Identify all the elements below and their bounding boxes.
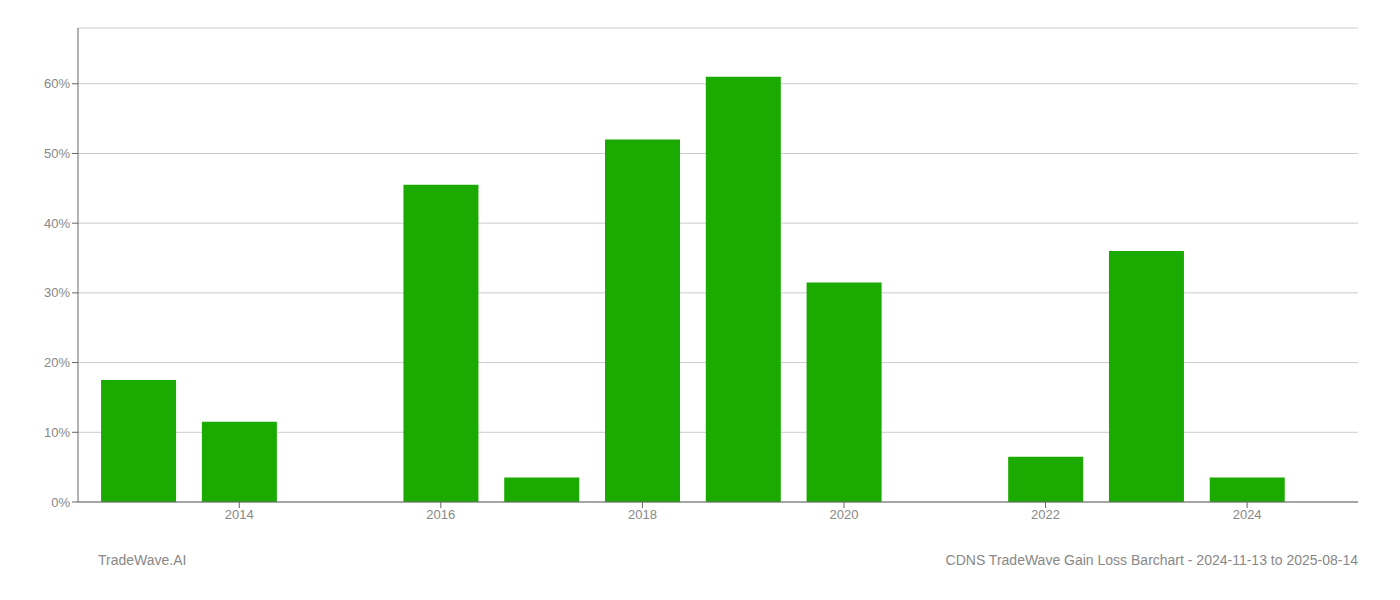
svg-text:30%: 30% — [44, 285, 70, 300]
html-text:TradeWave.AI: TradeWave.AI — [98, 552, 187, 568]
html-text:CDNS TradeWave Gain Loss Barch: CDNS TradeWave Gain Loss Barchart - 2024… — [945, 552, 1358, 568]
svg-text:0%: 0% — [51, 495, 70, 510]
svg-text:20%: 20% — [44, 355, 70, 370]
svg-text:40%: 40% — [44, 216, 70, 231]
svg-text:2018: 2018 — [628, 507, 657, 522]
svg-text:60%: 60% — [44, 76, 70, 91]
svg-text:2022: 2022 — [1031, 507, 1060, 522]
svg-text:50%: 50% — [44, 146, 70, 161]
svg-text:2016: 2016 — [426, 507, 455, 522]
svg-text:2024: 2024 — [1233, 507, 1262, 522]
svg-text:2014: 2014 — [225, 507, 254, 522]
svg-text:10%: 10% — [44, 425, 70, 440]
svg-text:2020: 2020 — [830, 507, 859, 522]
